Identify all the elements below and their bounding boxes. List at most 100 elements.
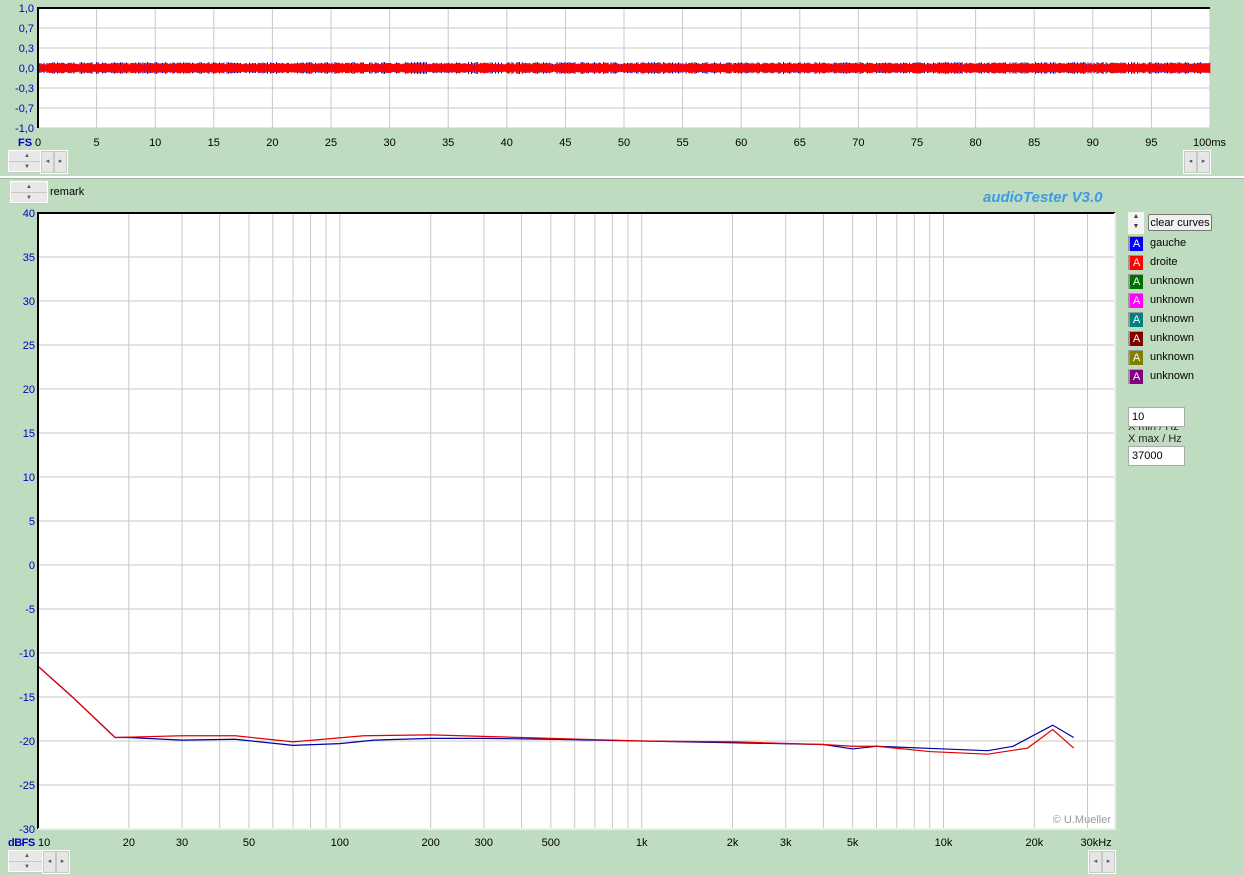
y-tick-label: -15 — [19, 692, 35, 704]
x-tick-label: 20 — [266, 137, 278, 149]
splitter[interactable] — [0, 176, 1244, 179]
x-tick-label: 80 — [969, 137, 981, 149]
y-tick-label: 0,3 — [19, 43, 34, 55]
copyright-label: © U.Mueller — [1053, 814, 1112, 826]
x-tick-label: 15 — [208, 137, 220, 149]
y-tick-label: 5 — [29, 516, 35, 528]
legend-item[interactable]: Aunknown — [1128, 349, 1194, 365]
x-tick-label: 3k — [780, 837, 792, 849]
x-tick-label: 500 — [542, 837, 560, 849]
curve-color-icon[interactable]: A — [1128, 350, 1143, 365]
legend-label: unknown — [1150, 370, 1194, 382]
frequency-response-plot: 4035302520151050-5-10-15-20-25-3010 20 30 5… — [8, 208, 1115, 849]
x-tick-label: 10 — [149, 137, 161, 149]
legend-label: unknown — [1150, 275, 1194, 287]
y-tick-label: -1,0 — [15, 123, 34, 135]
remark-label: remark — [50, 186, 84, 198]
x-tick-label: 95 — [1145, 137, 1157, 149]
y-tick-label: -30 — [19, 824, 35, 836]
x-tick-label: 75 — [911, 137, 923, 149]
curve-color-icon[interactable]: A — [1128, 312, 1143, 327]
x-tick-label: 2k — [727, 837, 739, 849]
top-x-scroll-right[interactable]: ◂ ▸ — [1183, 150, 1211, 174]
x-tick-label: 0 — [35, 137, 41, 149]
curve-color-icon[interactable]: A — [1128, 369, 1143, 384]
y-tick-label: 10 — [23, 472, 35, 484]
bottom-y-spinner[interactable]: ▲ ▼ — [8, 850, 46, 872]
legend-label: gauche — [1150, 237, 1186, 249]
x-tick-label: 90 — [1087, 137, 1099, 149]
x-tick-label: 30kHz — [1081, 837, 1112, 849]
remark-spinner[interactable]: ▲ ▼ — [10, 181, 48, 203]
legend-label: unknown — [1150, 313, 1194, 325]
x-tick-label: 5 — [94, 137, 100, 149]
x-tick-label: 55 — [676, 137, 688, 149]
legend-label: unknown — [1150, 294, 1194, 306]
y-tick-label: 25 — [23, 340, 35, 352]
bottom-x-scroll-left[interactable]: ◂ ▸ — [42, 850, 70, 874]
x-tick-label: 10 — [38, 837, 50, 849]
y-tick-label: -0,3 — [15, 83, 34, 95]
x-tick-label: 5k — [847, 837, 859, 849]
app-title: audioTester V3.0 — [983, 189, 1103, 206]
x-tick-label: 40 — [501, 137, 513, 149]
xmin-input[interactable]: 10 — [1128, 407, 1185, 427]
x-tick-label: 300 — [475, 837, 493, 849]
y-tick-label: 0 — [29, 560, 35, 572]
y-tick-label: -0,7 — [15, 103, 34, 115]
y-tick-label: 20 — [23, 384, 35, 396]
y-tick-label: 0,0 — [19, 63, 34, 75]
y-tick-label: 40 — [23, 208, 35, 220]
x-tick-label: 45 — [559, 137, 571, 149]
x-tick-label: 70 — [852, 137, 864, 149]
y-tick-label: -20 — [19, 736, 35, 748]
legend-label: unknown — [1150, 351, 1194, 363]
bottom-x-scroll-right[interactable]: ◂ ▸ — [1088, 850, 1116, 874]
x-tick-label: 85 — [1028, 137, 1040, 149]
y-tick-label: 35 — [23, 252, 35, 264]
x-tick-label: 50 — [618, 137, 630, 149]
x-tick-label: 200 — [422, 837, 440, 849]
legend-label: droite — [1150, 256, 1178, 268]
x-tick-label: 30 — [176, 837, 188, 849]
y-tick-label: 0,7 — [19, 23, 34, 35]
x-tick-label: 30 — [383, 137, 395, 149]
legend-item[interactable]: Adroite — [1128, 254, 1178, 270]
legend-item[interactable]: Aunknown — [1128, 273, 1194, 289]
legend-label: unknown — [1150, 332, 1194, 344]
x-tick-label: 100ms — [1193, 137, 1227, 149]
y-tick-label: -10 — [19, 648, 35, 660]
x-tick-label: 1k — [636, 837, 648, 849]
x-tick-label: 65 — [794, 137, 806, 149]
x-tick-label: 25 — [325, 137, 337, 149]
x-tick-label: 100 — [331, 837, 349, 849]
legend-item[interactable]: Aunknown — [1128, 292, 1194, 308]
y-tick-label: 1,0 — [19, 3, 34, 15]
unit-label: dBFS — [8, 837, 35, 849]
curve-color-icon[interactable]: A — [1128, 255, 1143, 270]
x-tick-label: 20 — [123, 837, 135, 849]
plots-canvas: 1,00,70,30,0-0,3-0,7-1,00 5 10 15 20 25 30 35 40… — [0, 0, 1244, 875]
x-tick-label: 35 — [442, 137, 454, 149]
curve-color-icon[interactable]: A — [1128, 331, 1143, 346]
curve-spinner[interactable]: ▲ ▼ — [1128, 212, 1144, 234]
x-tick-label: 60 — [735, 137, 747, 149]
curve-color-icon[interactable]: A — [1128, 293, 1143, 308]
x-tick-label: 50 — [243, 837, 255, 849]
xmax-label: X max / Hz — [1128, 433, 1182, 445]
clear-curves-button[interactable]: clear curves — [1148, 214, 1212, 231]
top-x-scroll-left[interactable]: ◂ ▸ — [40, 150, 68, 174]
y-tick-label: 30 — [23, 296, 35, 308]
waveform-plot: 1,0 0,7 0,3 0,0 -0,3 -0,7 -1,00 5 10 15 20 25 30 35 40… — [15, 3, 1226, 149]
legend-item[interactable]: Agauche — [1128, 235, 1186, 251]
x-tick-label: 10k — [935, 837, 953, 849]
y-tick-label: -25 — [19, 780, 35, 792]
curve-color-icon[interactable]: A — [1128, 274, 1143, 289]
x-tick-label: 20k — [1025, 837, 1043, 849]
legend-item[interactable]: Aunknown — [1128, 368, 1194, 384]
legend-item[interactable]: Aunknown — [1128, 330, 1194, 346]
curve-color-icon[interactable]: A — [1128, 236, 1143, 251]
xmax-input[interactable]: 37000 — [1128, 446, 1185, 466]
legend-item[interactable]: Aunknown — [1128, 311, 1194, 327]
y-tick-label: -5 — [25, 604, 35, 616]
